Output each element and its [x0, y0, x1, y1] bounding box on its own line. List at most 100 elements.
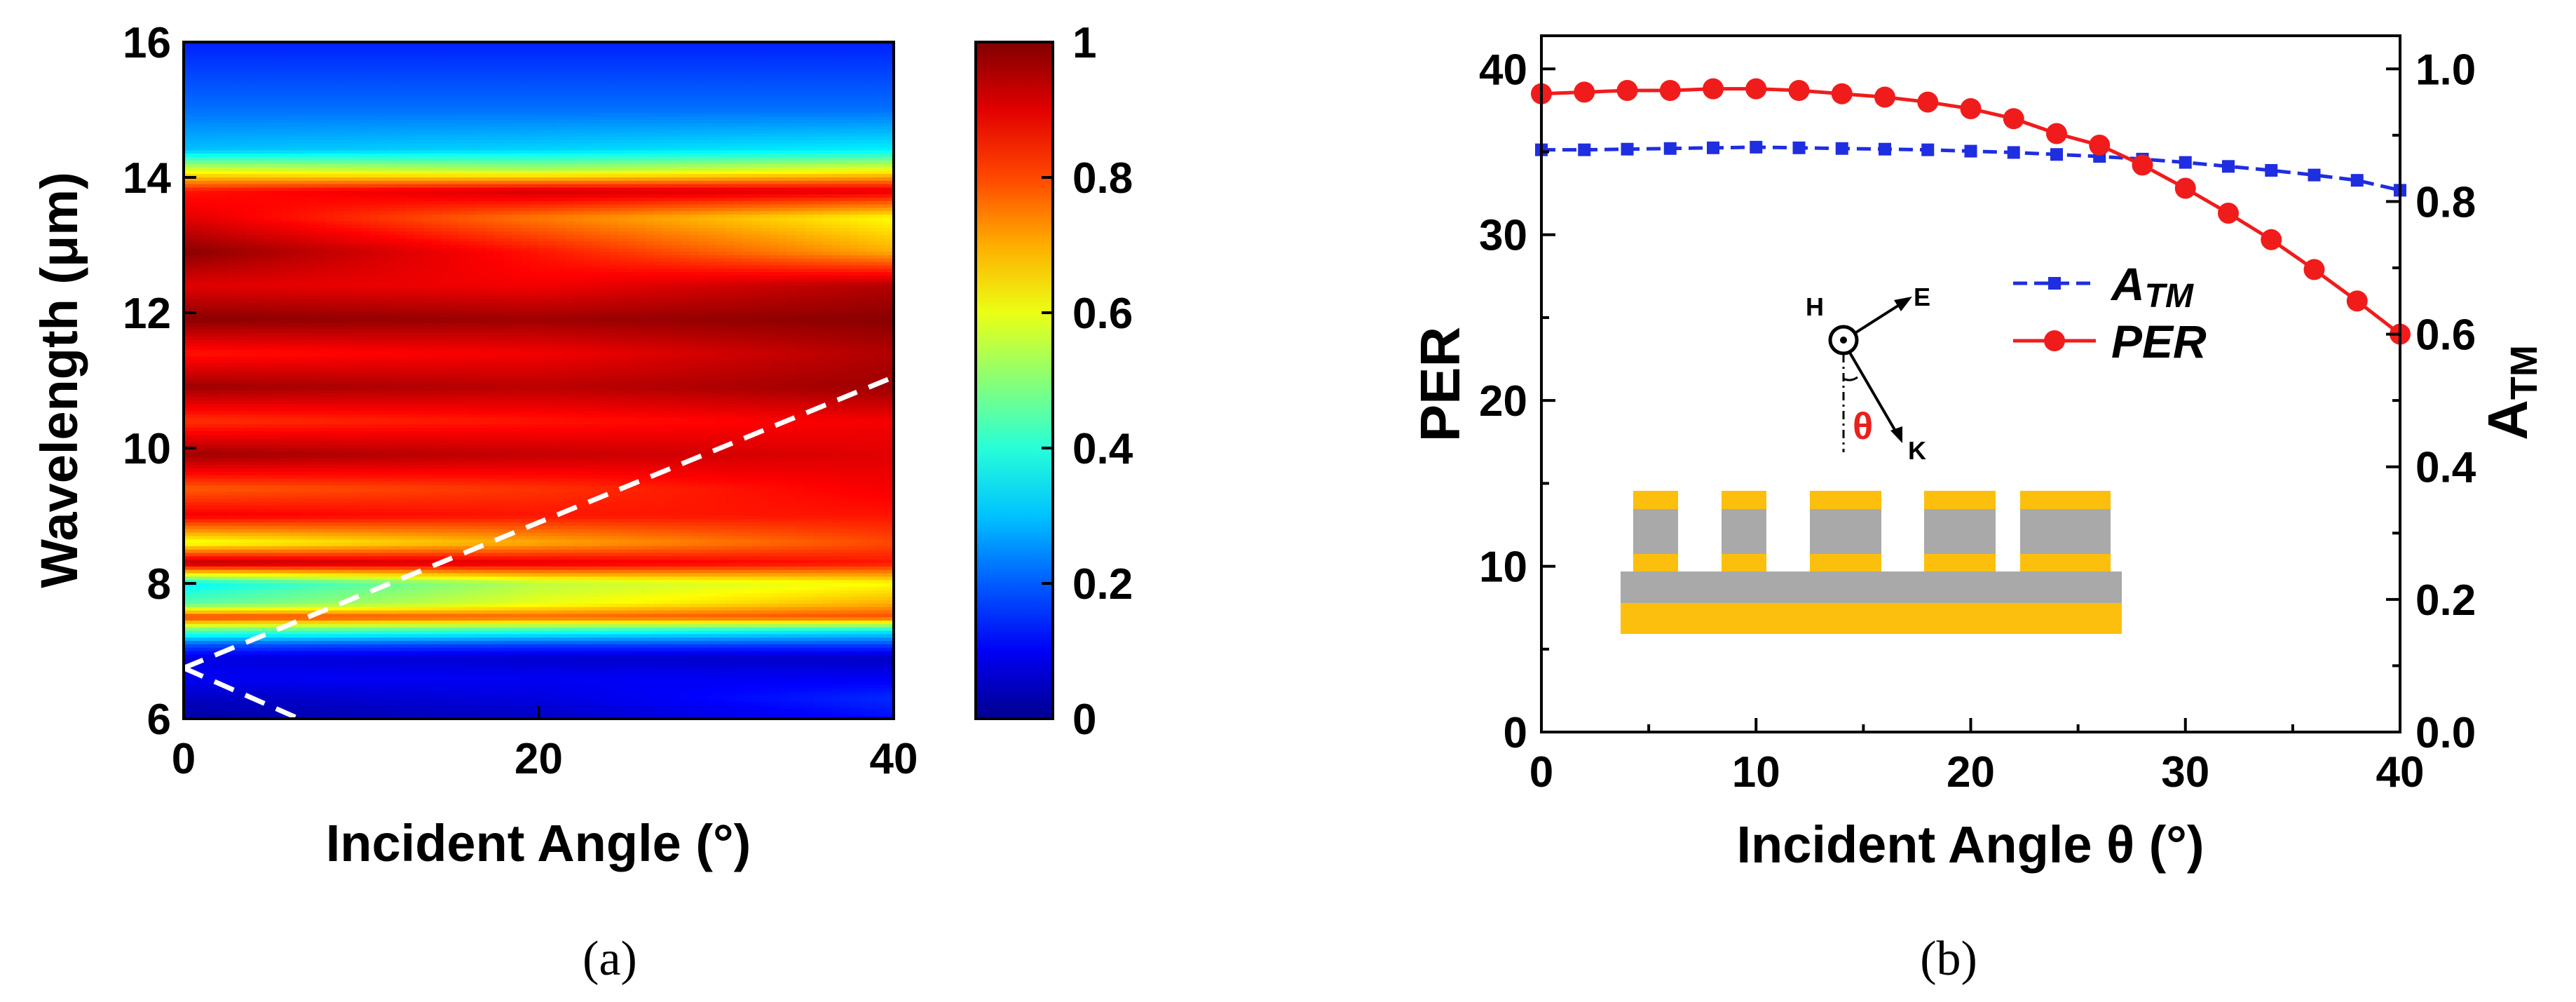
- heatmap-cell: [840, 150, 850, 154]
- heatmap-cell: [654, 187, 663, 191]
- heatmap-cell: [468, 201, 477, 205]
- heatmap-cell: [663, 228, 672, 231]
- heatmap-cell: [503, 225, 512, 229]
- heatmap-cell: [193, 49, 202, 53]
- heatmap-cell: [716, 76, 725, 79]
- heatmap-cell: [557, 235, 566, 238]
- heatmap-cell: [867, 194, 876, 198]
- heatmap-cell: [778, 147, 787, 151]
- heatmap-cell: [770, 201, 779, 205]
- heatmap-cell: [219, 184, 229, 188]
- heatmap-cell: [778, 215, 787, 218]
- heatmap-cell: [716, 103, 725, 107]
- heatmap-cell: [805, 187, 814, 191]
- heatmap-cell: [423, 46, 432, 49]
- heatmap-cell: [557, 218, 566, 222]
- heatmap-cell: [618, 140, 627, 144]
- heatmap-cell: [388, 133, 397, 137]
- heatmap-cell: [237, 113, 246, 116]
- heatmap-cell: [264, 83, 273, 86]
- heatmap-cell: [618, 248, 627, 252]
- heatmap-cell: [353, 248, 362, 252]
- heatmap-cell: [334, 211, 343, 215]
- heatmap-cell: [770, 238, 779, 242]
- heatmap-cell: [521, 208, 530, 211]
- heatmap-cell: [627, 79, 636, 83]
- heatmap-cell: [592, 46, 601, 49]
- heatmap-cell: [423, 205, 432, 208]
- heatmap-cell: [831, 201, 840, 205]
- heatmap-cell: [618, 218, 627, 222]
- heatmap-cell: [876, 168, 885, 171]
- heatmap-cell: [583, 59, 592, 62]
- heatmap-cell: [645, 66, 654, 69]
- heatmap-cell: [388, 76, 397, 79]
- heatmap-cell: [876, 76, 885, 79]
- heatmap-cell: [707, 228, 716, 231]
- heatmap-cell: [663, 245, 672, 249]
- heatmap-cell: [254, 245, 264, 249]
- heatmap-cell: [583, 174, 592, 177]
- heatmap-cell: [823, 168, 832, 171]
- heatmap-cell: [601, 113, 610, 116]
- heatmap-cell: [698, 181, 707, 184]
- heatmap-cell: [698, 218, 707, 222]
- heatmap-cell: [690, 113, 699, 116]
- heatmap-cell: [743, 66, 752, 69]
- heatmap-cell: [273, 174, 282, 177]
- heatmap-cell: [423, 52, 432, 55]
- heatmap-cell: [254, 170, 264, 174]
- heatmap-cell: [547, 205, 557, 208]
- heatmap-cell: [823, 107, 832, 110]
- heatmap-cell: [778, 90, 787, 93]
- heatmap-cell: [557, 198, 566, 201]
- heatmap-cell: [379, 154, 388, 157]
- heatmap-cell: [397, 218, 406, 222]
- heatmap-cell: [246, 170, 255, 174]
- heatmap-cell: [672, 62, 681, 66]
- heatmap-cell: [618, 187, 627, 191]
- heatmap-cell: [761, 161, 770, 164]
- heatmap-cell: [530, 222, 539, 225]
- heatmap-cell: [201, 96, 210, 100]
- heatmap-cell: [273, 79, 282, 83]
- heatmap-cell: [867, 231, 876, 235]
- heatmap-cell: [850, 62, 859, 66]
- heatmap-cell: [414, 59, 423, 62]
- heatmap-cell: [814, 116, 823, 120]
- heatmap-cell: [512, 170, 522, 174]
- heatmap-cell: [459, 215, 468, 218]
- heatmap-cell: [831, 245, 840, 249]
- heatmap-cell: [663, 168, 672, 171]
- heatmap-cell: [254, 69, 264, 73]
- heatmap-cell: [743, 59, 752, 62]
- heatmap-cell: [379, 248, 388, 252]
- heatmap-cell: [592, 90, 601, 93]
- heatmap-cell: [193, 164, 202, 168]
- heatmap-cell: [778, 211, 787, 215]
- heatmap-cell: [334, 218, 343, 222]
- heatmap-cell: [334, 157, 343, 161]
- heatmap-cell: [814, 137, 823, 140]
- heatmap-cell: [201, 130, 210, 133]
- heatmap-cell: [281, 116, 290, 120]
- heatmap-cell: [273, 76, 282, 79]
- heatmap-cell: [361, 69, 370, 73]
- heatmap-cell: [254, 90, 264, 93]
- heatmap-cell: [264, 164, 273, 168]
- heatmap-cell: [734, 130, 743, 133]
- heatmap-cell: [201, 72, 210, 76]
- heatmap-cell: [521, 127, 530, 130]
- heatmap-cell: [823, 90, 832, 93]
- heatmap-cell: [264, 184, 273, 188]
- heatmap-cell: [228, 62, 237, 66]
- heatmap-cell: [361, 59, 370, 62]
- heatmap-cell: [290, 235, 299, 238]
- heatmap-cell: [468, 79, 477, 83]
- heatmap-cell: [334, 161, 343, 164]
- heatmap-cell: [246, 120, 255, 123]
- heatmap-cell: [503, 168, 512, 171]
- heatmap-cell: [521, 59, 530, 62]
- heatmap-cell: [601, 245, 610, 249]
- heatmap-cell: [299, 137, 308, 140]
